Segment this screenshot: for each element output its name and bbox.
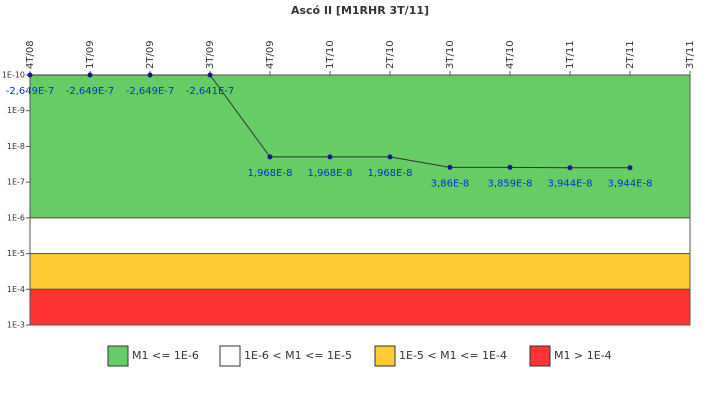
x-tick-label: 3T/11 (685, 40, 696, 69)
band (29, 253, 691, 290)
point (87, 72, 93, 78)
legend-label: 1E-6 < M1 <= 1E-5 (244, 349, 352, 362)
x-tick-label: 1T/11 (565, 40, 576, 69)
x-tick-label: 2T/10 (385, 40, 396, 69)
value-label: 3,944E-8 (548, 179, 593, 190)
point (507, 164, 513, 170)
legend-label: M1 <= 1E-6 (132, 349, 199, 362)
point (267, 154, 273, 160)
y-tick-label: 1E-4 (7, 285, 25, 294)
x-tick-label: 1T/09 (85, 40, 96, 69)
x-tick-label: 4T/08 (25, 40, 36, 69)
y-tick-label: 1E-5 (7, 249, 25, 258)
x-tick-label: 1T/10 (325, 40, 336, 69)
y-tick-label: 1E-3 (7, 321, 25, 330)
x-tick-label: 2T/11 (625, 40, 636, 69)
band (29, 74, 691, 219)
band (29, 217, 691, 255)
band (29, 288, 691, 326)
value-label: 1,968E-8 (308, 168, 353, 179)
value-label: 1,968E-8 (368, 168, 413, 179)
y-tick-label: 1E-7 (7, 178, 25, 187)
y-tick-label: 1E-6 (7, 213, 25, 222)
point (327, 154, 333, 160)
value-label: 3,859E-8 (488, 178, 533, 189)
x-tick-label: 3T/09 (205, 40, 216, 69)
value-label: -2,641E-7 (186, 86, 235, 97)
chart-title: Ascó II [M1RHR 3T/11] (291, 4, 429, 17)
legend-label: 1E-5 < M1 <= 1E-4 (399, 349, 507, 362)
point (387, 154, 393, 160)
x-tick-label: 4T/09 (265, 40, 276, 69)
point (27, 72, 33, 78)
point (147, 72, 153, 78)
point (627, 165, 633, 171)
value-label: -2,649E-7 (66, 86, 115, 97)
value-label: 3,944E-8 (608, 179, 653, 190)
legend-swatch (374, 345, 396, 367)
legend-swatch (219, 345, 241, 367)
legend-swatch (529, 345, 551, 367)
point (447, 164, 453, 170)
x-tick-label: 3T/10 (445, 40, 456, 69)
y-tick-label: 1E-8 (7, 142, 25, 151)
point (567, 165, 573, 171)
value-label: -2,649E-7 (126, 86, 175, 97)
y-tick-label: 1E-10 (2, 71, 25, 80)
legend-label: M1 > 1E-4 (554, 349, 612, 362)
x-tick-label: 2T/09 (145, 40, 156, 69)
value-label: 3,86E-8 (431, 178, 470, 189)
legend-swatch (107, 345, 129, 367)
value-label: -2,649E-7 (6, 86, 55, 97)
x-tick-label: 4T/10 (505, 40, 516, 69)
plot-frame (29, 74, 691, 326)
value-label: 1,968E-8 (248, 168, 293, 179)
y-tick-label: 1E-9 (7, 106, 25, 115)
point (207, 72, 213, 78)
